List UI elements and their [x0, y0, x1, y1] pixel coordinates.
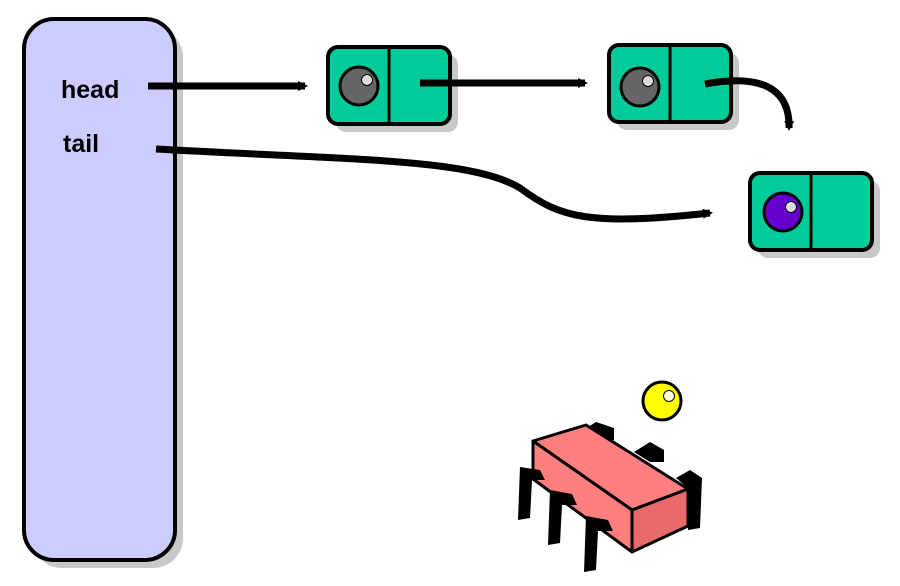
yellow-value-ball-icon [641, 380, 683, 422]
grey-value-ball-icon [338, 65, 380, 107]
chip-side-face [630, 487, 690, 554]
tail-pointer-arrow [155, 145, 713, 223]
tail-label: tail [63, 130, 99, 158]
purple-value-ball-icon [762, 191, 804, 233]
next-pointer-arrow-2 [704, 77, 795, 131]
list-node-2 [607, 43, 739, 130]
red-chip-icon [518, 422, 702, 572]
list-node-1 [326, 45, 458, 132]
grey-value-ball-icon [619, 66, 661, 108]
queue-object: head tail [22, 17, 183, 568]
head-label: head [61, 76, 119, 104]
queue-object-body [22, 17, 177, 562]
list-node-3 [748, 171, 880, 258]
